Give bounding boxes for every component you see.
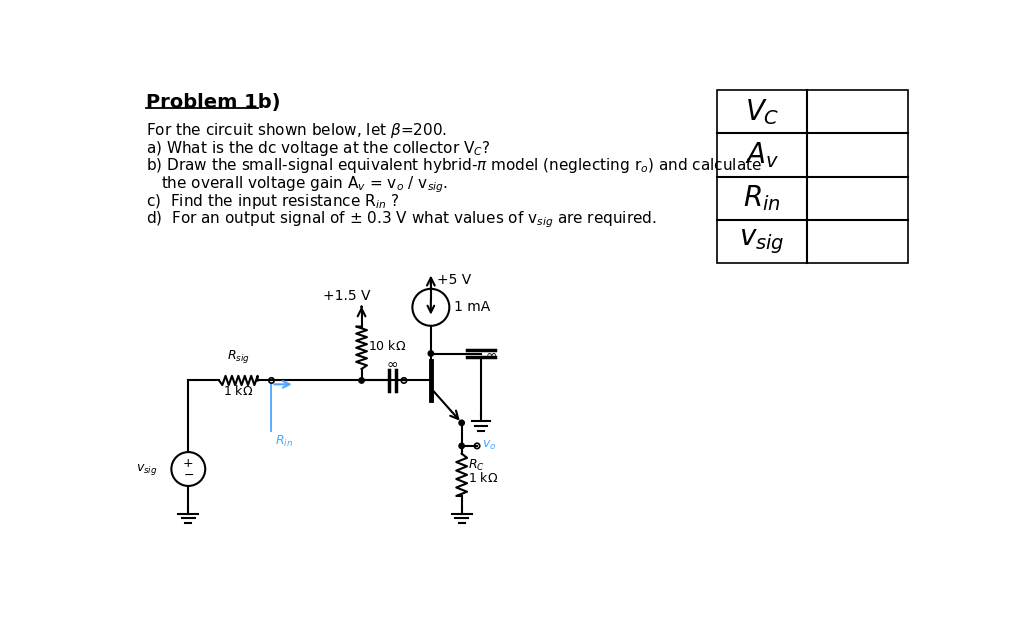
- Circle shape: [459, 420, 464, 425]
- Text: $v_o$: $v_o$: [482, 439, 497, 452]
- Text: +5 V: +5 V: [437, 273, 471, 287]
- Text: $R_{sig}$: $R_{sig}$: [227, 348, 250, 365]
- Text: Problem 1b): Problem 1b): [146, 93, 281, 113]
- Text: $R_C$: $R_C$: [468, 457, 484, 473]
- Text: $\infty$: $\infty$: [386, 357, 398, 371]
- Text: $A_v$: $A_v$: [745, 141, 779, 170]
- Text: b) Draw the small-signal equivalent hybrid-$\pi$ model (neglecting r$_o$) and ca: b) Draw the small-signal equivalent hybr…: [146, 156, 762, 176]
- Text: $-$: $-$: [182, 467, 194, 481]
- Text: $v_{sig}$: $v_{sig}$: [136, 462, 158, 476]
- Text: c)  Find the input resistance R$_{in}$ ?: c) Find the input resistance R$_{in}$ ?: [146, 192, 399, 211]
- Text: $R_{in}$: $R_{in}$: [275, 434, 294, 450]
- Text: For the circuit shown below, let $\beta$=200.: For the circuit shown below, let $\beta$…: [146, 121, 447, 140]
- Text: the overall voltage gain A$_v$ = v$_o$ / v$_{sig}$.: the overall voltage gain A$_v$ = v$_o$ /…: [162, 174, 449, 195]
- Text: +1.5 V: +1.5 V: [323, 289, 371, 303]
- Text: $v_{sig}$: $v_{sig}$: [739, 228, 785, 256]
- Text: $\infty$: $\infty$: [484, 348, 497, 362]
- Text: 1 k$\Omega$: 1 k$\Omega$: [223, 384, 254, 398]
- Circle shape: [459, 443, 464, 448]
- Bar: [717, 90, 908, 263]
- Text: $V_C$: $V_C$: [744, 97, 779, 127]
- Circle shape: [428, 351, 433, 356]
- Text: 10 k$\Omega$: 10 k$\Omega$: [368, 339, 406, 353]
- Text: d)  For an output signal of $\pm$ 0.3 V what values of v$_{sig}$ are required.: d) For an output signal of $\pm$ 0.3 V w…: [146, 209, 656, 230]
- Text: +: +: [183, 457, 194, 471]
- Text: 1 k$\Omega$: 1 k$\Omega$: [468, 471, 498, 485]
- Text: a) What is the dc voltage at the collector V$_C$?: a) What is the dc voltage at the collect…: [146, 139, 490, 158]
- Text: 1 mA: 1 mA: [454, 300, 490, 314]
- Circle shape: [358, 378, 365, 383]
- Text: $R_{in}$: $R_{in}$: [743, 184, 781, 213]
